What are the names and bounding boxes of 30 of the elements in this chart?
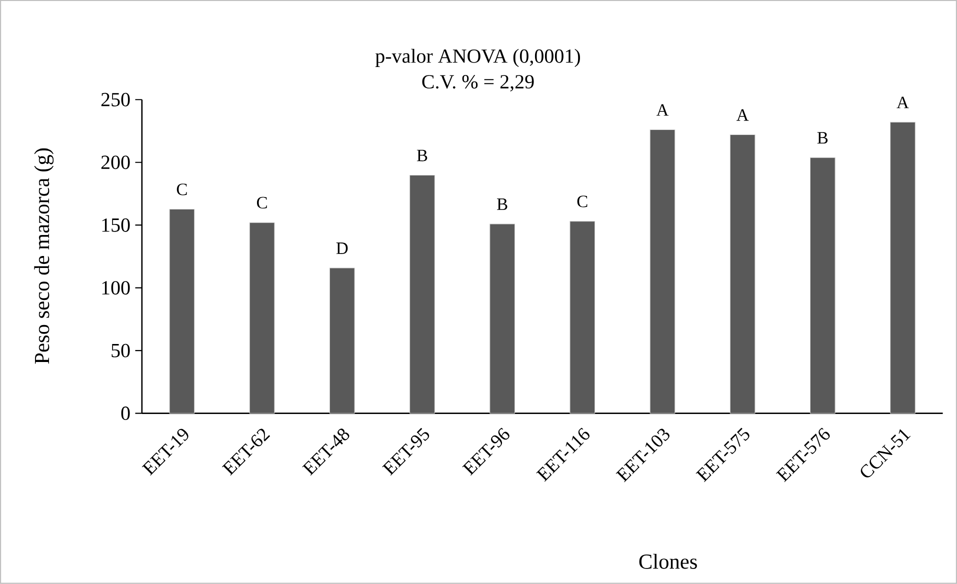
annotation: C [176, 184, 187, 196]
bar [570, 221, 596, 414]
bar [650, 130, 676, 414]
annotation: B [817, 132, 828, 144]
annotation: B [497, 198, 508, 210]
annotation: A [736, 109, 749, 121]
bar [890, 122, 916, 414]
bar [169, 209, 195, 414]
y-tick-label: 200 [101, 156, 130, 170]
annotation: A [656, 104, 669, 116]
annotation: B [416, 150, 428, 162]
bar [249, 222, 275, 414]
y-axis-title: Peso seco de mazorca (g) [34, 148, 54, 364]
bar [329, 268, 355, 414]
y-tick-label: 100 [102, 281, 130, 295]
bar [810, 157, 836, 414]
annotation: C [256, 196, 267, 209]
x-axis-title: Clones [639, 554, 697, 569]
bar [410, 175, 435, 414]
annotation: A [896, 96, 909, 108]
y-tick-label: 50 [112, 344, 130, 358]
chart-subtitle: C.V. % = 2,29 [422, 75, 534, 92]
y-tick-label: 250 [101, 92, 130, 106]
annotation: C [577, 196, 588, 208]
chart-title: p-valor ANOVA (0,0001) [375, 48, 580, 68]
annotation: D [336, 242, 348, 254]
y-tick-label: 150 [102, 218, 130, 232]
bar [730, 134, 756, 414]
y-tick-label: 0 [121, 406, 130, 420]
bar [490, 224, 515, 414]
